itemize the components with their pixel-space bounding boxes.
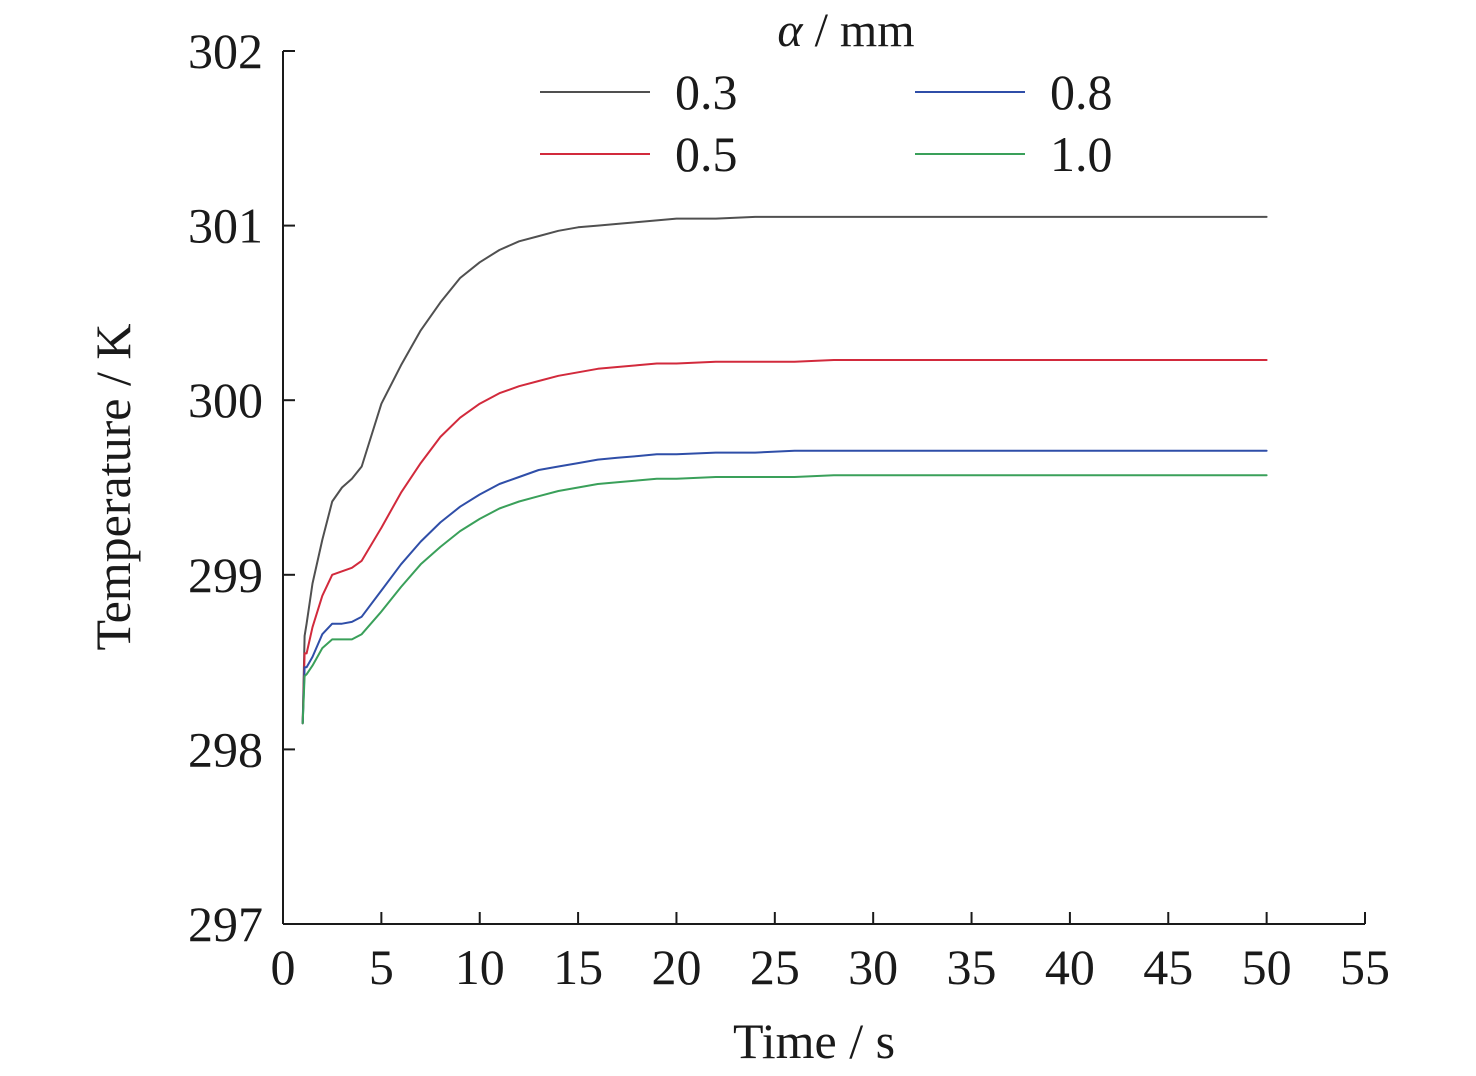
legend-title-symbol: α xyxy=(777,4,803,57)
x-tick-label: 45 xyxy=(1143,939,1193,995)
legend-item-0.8: 0.8 xyxy=(915,64,1113,120)
legend-label: 1.0 xyxy=(1050,126,1113,182)
y-tick-label: 302 xyxy=(188,23,263,79)
x-tick-label: 55 xyxy=(1340,939,1390,995)
x-tick-label: 40 xyxy=(1045,939,1095,995)
y-tick-label: 298 xyxy=(188,721,263,777)
series-line-0.8 xyxy=(301,449,1268,725)
x-tick-label: 0 xyxy=(271,939,296,995)
y-tick-label: 300 xyxy=(188,372,263,428)
legend-title-unit: / mm xyxy=(803,4,915,57)
x-tick-label: 5 xyxy=(369,939,394,995)
series-line-0.5 xyxy=(301,359,1268,725)
x-tick-label: 10 xyxy=(455,939,505,995)
y-ticks: 297 298 299 300 301 302 xyxy=(188,23,295,952)
y-axis-title: Temperature / K xyxy=(85,324,141,651)
legend-items: 0.3 0.5 0.8 1.0 xyxy=(540,64,1113,182)
axes: 0 5 10 15 20 25 30 35 40 45 50 55 297 298 299 300 301 30… xyxy=(188,23,1390,995)
legend-label: 0.3 xyxy=(675,64,738,120)
legend-item-1.0: 1.0 xyxy=(915,126,1113,182)
x-ticks: 0 5 10 15 20 25 30 35 40 45 50 55 xyxy=(271,912,1390,995)
y-tick-label: 299 xyxy=(188,547,263,603)
y-tick-label: 297 xyxy=(188,896,263,952)
x-tick-label: 35 xyxy=(947,939,997,995)
legend-label: 0.5 xyxy=(675,126,738,182)
x-tick-label: 20 xyxy=(651,939,701,995)
y-tick-label: 301 xyxy=(188,198,263,254)
x-tick-label: 25 xyxy=(750,939,800,995)
x-tick-label: 15 xyxy=(553,939,603,995)
legend-item-0.5: 0.5 xyxy=(540,126,738,182)
series-line-1.0 xyxy=(301,474,1268,725)
x-axis-title: Time / s xyxy=(733,1013,895,1069)
legend-label: 0.8 xyxy=(1050,64,1113,120)
legend-title: α / mm xyxy=(777,4,914,57)
x-tick-label: 30 xyxy=(848,939,898,995)
series-line-0.3 xyxy=(301,215,1268,725)
series-layer xyxy=(301,215,1268,725)
x-tick-label: 50 xyxy=(1242,939,1292,995)
legend-item-0.3: 0.3 xyxy=(540,64,738,120)
legend: α / mm 0.3 0.5 0.8 1.0 xyxy=(540,4,1113,182)
